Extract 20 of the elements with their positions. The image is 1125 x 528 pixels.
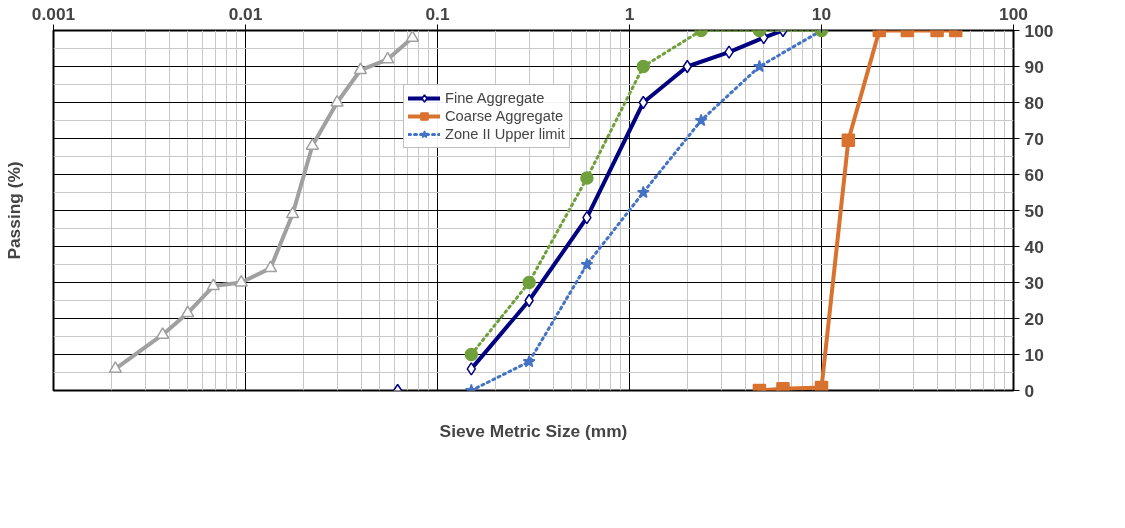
x-tick-label: 1 [624, 3, 635, 24]
legend-label: Fine Aggregate [445, 89, 545, 107]
x-tick-label: 10 [811, 3, 832, 24]
y-tick-label: 80 [1024, 92, 1044, 113]
x-axis-title: Sieve Metric Size (mm) [439, 420, 628, 441]
x-tick-label: 0.1 [425, 3, 450, 24]
y-tick-label: 30 [1024, 272, 1044, 293]
y-tick-label: 40 [1024, 236, 1044, 257]
legend-label: Zone II Upper limit [445, 125, 565, 143]
y-tick-label: 50 [1024, 200, 1044, 221]
y-tick-label: 70 [1024, 128, 1044, 149]
x-tick-label: 0.001 [31, 3, 76, 24]
y-tick-label: 20 [1024, 308, 1044, 329]
y-tick-label: 0 [1024, 380, 1035, 401]
y-axis-title: Passing (%) [3, 161, 24, 260]
y-tick-label: 60 [1024, 164, 1044, 185]
y-tick-label: 10 [1024, 344, 1044, 365]
y-tick-label: 90 [1024, 56, 1044, 77]
x-tick-label: 0.01 [228, 3, 263, 24]
legend-label: Coarse Aggregate [445, 107, 564, 125]
